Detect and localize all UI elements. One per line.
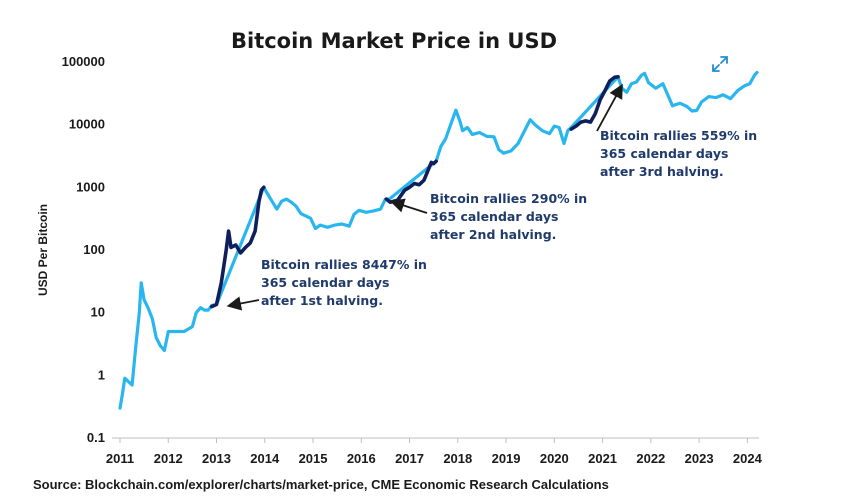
annotation-arrow (389, 198, 428, 214)
y-tick-label: 10 (91, 305, 105, 320)
annotation-text: 365 calendar days (600, 146, 728, 161)
annotation-text: 365 calendar days (261, 275, 389, 290)
y-axis-title-group: USD Per Bitcoin (36, 204, 50, 296)
x-tick-label: 2017 (395, 451, 424, 466)
series-line-rally-1st-halving (209, 185, 266, 309)
annotation-text: after 2nd halving. (430, 227, 556, 242)
series-line-price (118, 70, 759, 410)
annotation-text: 365 calendar days (430, 209, 558, 224)
x-tick-label: 2019 (492, 451, 521, 466)
y-tick-label: 100000 (62, 54, 105, 69)
x-tick-label: 2024 (733, 451, 763, 466)
annotation-text: Bitcoin rallies 290% in (430, 191, 587, 206)
annotations-layer: Bitcoin rallies 8447% in 365 calendar day… (226, 83, 757, 311)
x-tick-label: 2013 (202, 451, 231, 466)
x-tick-label: 2014 (250, 451, 280, 466)
x-tick-label: 2021 (588, 451, 617, 466)
annotation-text: after 3rd halving. (600, 164, 724, 179)
x-tick-label: 2012 (154, 451, 183, 466)
y-tick-label: 1000 (76, 179, 105, 194)
x-tick-label: 2020 (540, 451, 569, 466)
x-tick-label: 2015 (299, 451, 328, 466)
annotation-arrow (226, 296, 260, 311)
x-tick-label: 2022 (636, 451, 665, 466)
x-tick-label: 2023 (685, 451, 714, 466)
x-tick-label: 2018 (443, 451, 472, 466)
annotation-text: Bitcoin rallies 559% in (600, 128, 757, 143)
chart-title: Bitcoin Market Price in USD (231, 29, 557, 53)
series-line-rally-3rd-halving (569, 75, 620, 131)
y-tick-label: 100 (83, 242, 105, 257)
annotation-arrow (596, 83, 623, 132)
annotation-text: after 1st halving. (261, 293, 383, 308)
x-tick-label: 2011 (106, 451, 134, 466)
source-note: Source: Blockchain.com/explorer/charts/m… (33, 477, 609, 492)
expand-icon[interactable] (711, 55, 729, 73)
x-tick-label: 2016 (347, 451, 376, 466)
y-tick-label: 1 (98, 367, 105, 382)
annotation-text: Bitcoin rallies 8447% in (261, 257, 427, 272)
y-tick-label: 0.1 (87, 430, 105, 445)
y-axis-title: USD Per Bitcoin (36, 204, 50, 296)
y-axis-ticks: 100000 10000 1000 100 10 1 0.1 (62, 54, 105, 445)
y-tick-label: 10000 (69, 117, 105, 132)
x-axis-ticks: 2011 2012 2013 2014 2015 2016 2017 2018 2019 2020… (106, 438, 763, 466)
series-layer (118, 70, 759, 410)
